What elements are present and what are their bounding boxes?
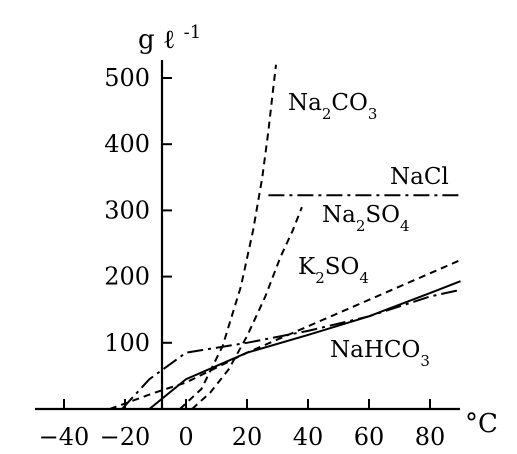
- series-line-1: [121, 288, 461, 410]
- axes: [35, 60, 460, 411]
- series-label-na2so4: Na2SO4: [322, 202, 410, 235]
- series-labels: Na2CO3 NaCl Na2SO4 K2SO4 NaHCO3: [288, 90, 449, 370]
- series-label-na2co3: Na2CO3: [288, 90, 377, 123]
- y-axis-unit-label: g ℓ -1: [138, 22, 201, 56]
- y-tick-label: 400: [104, 130, 150, 158]
- series-label-nacl: NaCl: [390, 164, 449, 190]
- y-tick-label: 500: [104, 64, 150, 92]
- y-tick-label: 300: [104, 196, 150, 224]
- tick-labels: −40 −20 0 20 40 60 80 100 200 300 400 500: [39, 64, 446, 451]
- series-label-nahco3: NaHCO3: [330, 337, 430, 370]
- series-line-0: [179, 64, 277, 410]
- y-tick-label: 100: [104, 329, 150, 357]
- x-tick-label: 80: [415, 423, 446, 451]
- series-line-5: [148, 280, 461, 410]
- x-axis-unit-label: °C: [465, 409, 498, 439]
- series-lines: [109, 64, 461, 410]
- y-axis-unit-exponent: -1: [184, 22, 202, 43]
- x-tick-label: 40: [293, 423, 324, 451]
- y-axis-unit-main: g ℓ: [138, 25, 175, 55]
- x-tick-label: 60: [354, 423, 385, 451]
- series-line-4: [109, 259, 461, 410]
- y-tick-label: 200: [104, 263, 150, 291]
- series-label-k2so4: K2SO4: [298, 254, 369, 287]
- x-tick-label: 20: [232, 423, 263, 451]
- x-tick-label: −20: [100, 423, 151, 451]
- series-line-3: [191, 206, 303, 410]
- x-tick-label: 0: [178, 423, 193, 451]
- x-tick-label: −40: [39, 423, 90, 451]
